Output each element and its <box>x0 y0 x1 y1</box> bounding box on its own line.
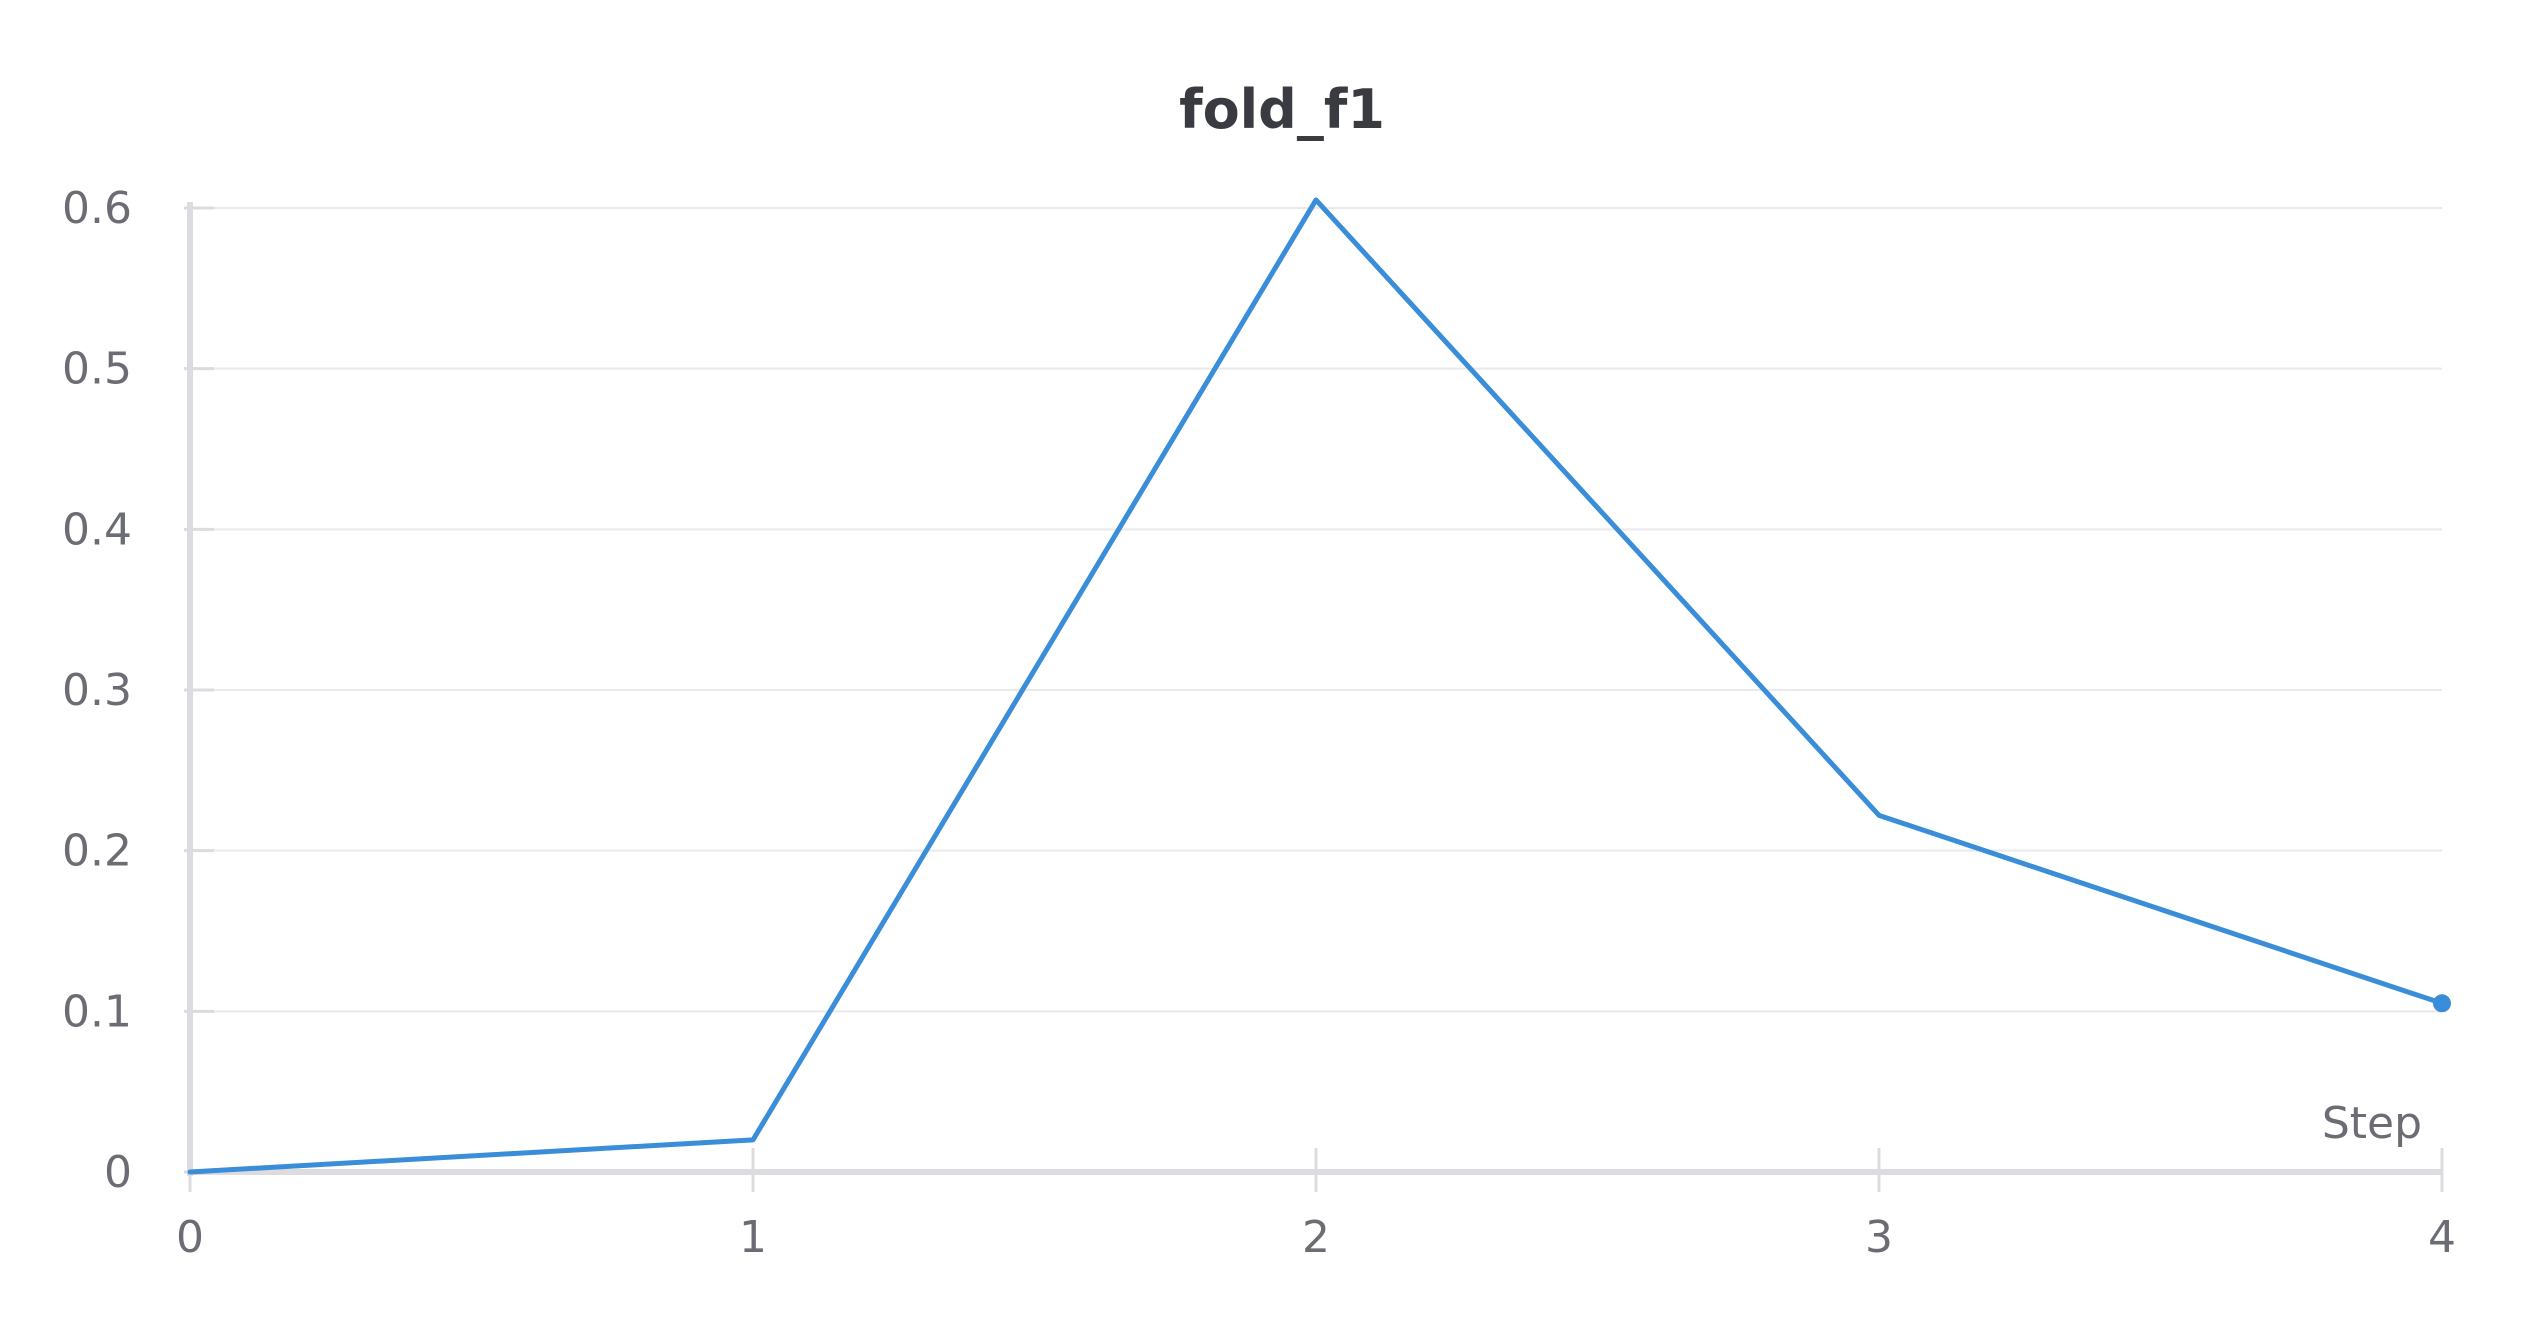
x-tick-label: 4 <box>2428 1212 2456 1263</box>
chart-title: fold_f1 <box>1179 78 1385 141</box>
y-tick-label: 0.2 <box>62 826 132 877</box>
series <box>187 197 2451 1175</box>
x-axis-ticks: 0 1 2 3 4 <box>176 1148 2456 1263</box>
y-tick-label: 0.5 <box>62 344 132 395</box>
x-tick-label: 2 <box>1302 1212 1330 1263</box>
y-tick-label: 0.4 <box>62 504 132 555</box>
x-tick-label: 0 <box>176 1212 204 1263</box>
y-tick-label: 0.1 <box>62 986 132 1037</box>
y-axis-ticks: 0 0.1 0.2 0.3 0.4 0.5 0.6 <box>62 183 214 1198</box>
y-tick-label: 0.6 <box>62 183 132 234</box>
x-tick-label: 1 <box>739 1212 767 1263</box>
last-point-marker <box>2433 994 2451 1013</box>
y-tick-label: 0 <box>104 1147 132 1198</box>
x-tick-label: 3 <box>1865 1212 1893 1263</box>
grid-lines <box>190 207 2442 1013</box>
x-axis-title: Step <box>2322 1098 2422 1149</box>
series-line <box>187 197 2445 1175</box>
y-tick-label: 0.3 <box>62 665 132 716</box>
